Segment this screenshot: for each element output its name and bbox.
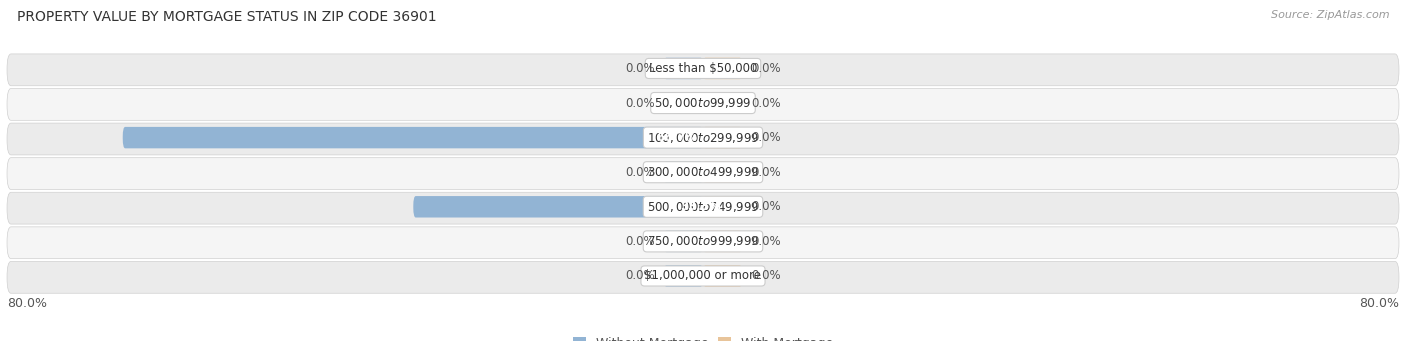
FancyBboxPatch shape xyxy=(703,231,742,252)
FancyBboxPatch shape xyxy=(703,127,742,148)
Text: Less than $50,000: Less than $50,000 xyxy=(648,62,758,75)
FancyBboxPatch shape xyxy=(703,58,742,79)
Text: 66.7%: 66.7% xyxy=(657,131,697,144)
Text: 33.3%: 33.3% xyxy=(681,200,720,213)
FancyBboxPatch shape xyxy=(7,192,1399,224)
FancyBboxPatch shape xyxy=(664,162,703,183)
FancyBboxPatch shape xyxy=(7,262,1399,293)
Text: 0.0%: 0.0% xyxy=(751,97,780,109)
Text: 0.0%: 0.0% xyxy=(626,269,655,282)
Text: 0.0%: 0.0% xyxy=(626,97,655,109)
Text: 0.0%: 0.0% xyxy=(751,200,780,213)
Text: 0.0%: 0.0% xyxy=(751,166,780,179)
FancyBboxPatch shape xyxy=(413,196,703,218)
FancyBboxPatch shape xyxy=(122,127,703,148)
Text: $1,000,000 or more: $1,000,000 or more xyxy=(644,269,762,282)
FancyBboxPatch shape xyxy=(664,231,703,252)
FancyBboxPatch shape xyxy=(664,58,703,79)
Text: $50,000 to $99,999: $50,000 to $99,999 xyxy=(654,96,752,110)
Text: Source: ZipAtlas.com: Source: ZipAtlas.com xyxy=(1271,10,1389,20)
Text: 0.0%: 0.0% xyxy=(751,62,780,75)
FancyBboxPatch shape xyxy=(664,92,703,114)
Text: 80.0%: 80.0% xyxy=(1360,297,1399,310)
Legend: Without Mortgage, With Mortgage: Without Mortgage, With Mortgage xyxy=(568,332,838,341)
Text: 0.0%: 0.0% xyxy=(626,166,655,179)
FancyBboxPatch shape xyxy=(7,227,1399,259)
FancyBboxPatch shape xyxy=(7,158,1399,190)
Text: $500,000 to $749,999: $500,000 to $749,999 xyxy=(647,200,759,214)
Text: 0.0%: 0.0% xyxy=(751,269,780,282)
FancyBboxPatch shape xyxy=(703,162,742,183)
FancyBboxPatch shape xyxy=(7,123,1399,155)
FancyBboxPatch shape xyxy=(664,265,703,287)
FancyBboxPatch shape xyxy=(703,196,742,218)
FancyBboxPatch shape xyxy=(703,265,742,287)
Text: 0.0%: 0.0% xyxy=(751,235,780,248)
Text: $100,000 to $299,999: $100,000 to $299,999 xyxy=(647,131,759,145)
Text: $300,000 to $499,999: $300,000 to $499,999 xyxy=(647,165,759,179)
Text: PROPERTY VALUE BY MORTGAGE STATUS IN ZIP CODE 36901: PROPERTY VALUE BY MORTGAGE STATUS IN ZIP… xyxy=(17,10,436,24)
Text: 80.0%: 80.0% xyxy=(7,297,46,310)
Text: 0.0%: 0.0% xyxy=(751,131,780,144)
FancyBboxPatch shape xyxy=(7,54,1399,86)
FancyBboxPatch shape xyxy=(703,92,742,114)
Text: $750,000 to $999,999: $750,000 to $999,999 xyxy=(647,234,759,248)
FancyBboxPatch shape xyxy=(7,89,1399,120)
Text: 0.0%: 0.0% xyxy=(626,62,655,75)
Text: 0.0%: 0.0% xyxy=(626,235,655,248)
